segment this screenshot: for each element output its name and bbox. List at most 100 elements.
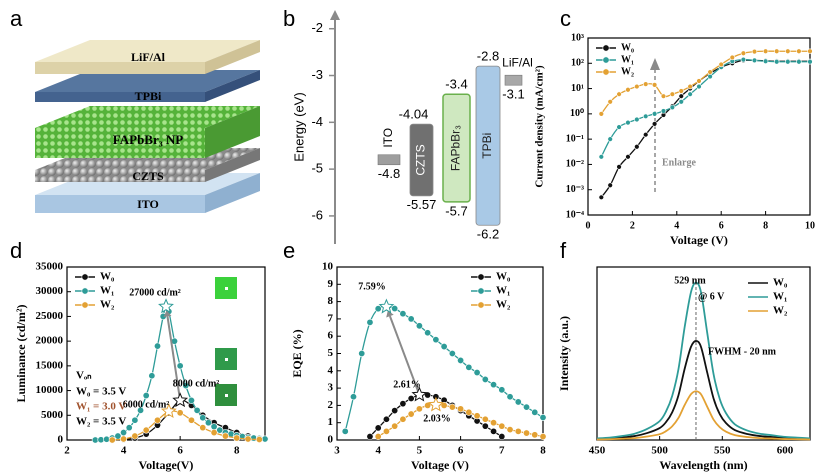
data-point (131, 432, 139, 440)
band-name: LiF/Al (502, 55, 533, 69)
data-point (607, 136, 613, 142)
legend-label: W₁ (100, 285, 114, 297)
level-label: -3.1 (502, 87, 524, 102)
y-axis-label: EQE (%) (290, 329, 304, 377)
data-point (415, 322, 423, 330)
data-point (407, 394, 415, 402)
legend-marker (477, 287, 485, 295)
y-tick-label: 20000 (36, 335, 64, 347)
data-point (142, 392, 150, 400)
x-tick-label: 2 (630, 220, 635, 231)
data-point (142, 426, 150, 434)
legend-marker (477, 301, 485, 309)
data-point (374, 433, 382, 441)
plot-frame (587, 37, 811, 216)
data-point (490, 427, 498, 435)
x-tick-label: 2 (64, 445, 70, 457)
data-point (210, 423, 218, 431)
data-point (696, 83, 702, 90)
data-point (407, 315, 415, 323)
data-point (233, 434, 241, 442)
y-tick-label: 10⁻⁴ (566, 209, 584, 220)
y-tick-label: 0 (58, 434, 64, 446)
panel-label: d (10, 238, 22, 263)
data-point (687, 91, 693, 97)
data-point (523, 403, 531, 411)
data-point (481, 415, 489, 423)
data-point (607, 99, 613, 105)
data-point (762, 48, 769, 54)
data-point (616, 164, 622, 170)
data-point (796, 59, 802, 65)
data-point (148, 372, 156, 380)
data-point (598, 194, 605, 201)
legend-marker (602, 56, 610, 64)
annotation: 6000 cd/m² (123, 399, 170, 410)
x-tick-label: 4 (121, 445, 127, 457)
legend-label: W₂ (773, 305, 788, 317)
data-point (539, 414, 547, 422)
data-point (598, 154, 605, 160)
data-point (651, 111, 658, 117)
data-point (366, 318, 374, 326)
energy-band (475, 65, 501, 226)
data-point (498, 433, 506, 441)
energy-band (442, 93, 471, 203)
annotation: W₁ = 3.0 V (76, 401, 126, 413)
peak-arrow (389, 315, 421, 396)
y-tick-label: 5 (328, 347, 334, 359)
level-label: -4.8 (378, 166, 400, 181)
data-point (154, 416, 162, 424)
y-tick-label: 30000 (36, 285, 64, 297)
data-point (187, 416, 195, 424)
peak-arrowhead (163, 310, 172, 318)
data-point (514, 427, 522, 435)
y-tick-label: 10 (322, 261, 334, 273)
data-point (108, 436, 116, 444)
layer-perovskite (35, 106, 260, 158)
band-name: TPBi (480, 133, 494, 159)
data-point (366, 433, 374, 441)
y-tick-label: 10⁻³ (566, 184, 584, 195)
legend-marker (602, 68, 610, 76)
data-point (651, 82, 658, 88)
band-name: FAPbBr₃ (449, 125, 463, 171)
x-tick-label: 500 (651, 445, 668, 457)
legend-label: W₂ (621, 66, 634, 77)
y-tick-label: 35000 (36, 261, 64, 273)
data-point (391, 407, 399, 415)
legend-marker (477, 273, 485, 281)
data-point (374, 424, 382, 432)
data-point (669, 104, 676, 111)
y-tick-label: 4 (328, 364, 334, 376)
y-tick-label: 0 (328, 434, 334, 446)
legend-label: W₂ (100, 299, 115, 311)
y-tick-label: 10⁻¹ (566, 133, 584, 144)
y-tick-label: 8 (328, 295, 334, 307)
x-axis-label: Wavelength (nm) (659, 458, 747, 472)
data-point (424, 401, 432, 409)
annotation: W₀ = 3.5 V (76, 386, 126, 398)
data-point (751, 48, 758, 55)
data-point (399, 310, 407, 318)
data-point (120, 429, 128, 437)
x-tick-label: 550 (714, 445, 731, 457)
data-point (341, 427, 349, 435)
legend-marker (81, 301, 89, 309)
energy-level (504, 74, 523, 86)
y-tick-label: 2 (328, 399, 334, 411)
layer-label: ITO (137, 197, 159, 211)
series-line (596, 281, 811, 440)
data-point (465, 363, 473, 371)
data-point (807, 48, 813, 54)
legend-marker (81, 287, 89, 295)
series-line (596, 340, 811, 440)
plot-frame (66, 266, 266, 441)
x-tick-label: 6 (458, 445, 464, 457)
peak-star (158, 298, 174, 314)
energy-band (409, 123, 434, 197)
x-tick-label: 8 (763, 220, 768, 231)
level-label: -6.2 (477, 227, 499, 242)
x-axis-label: Voltage (V) (670, 233, 728, 247)
y-tick-label: 25000 (36, 310, 64, 322)
